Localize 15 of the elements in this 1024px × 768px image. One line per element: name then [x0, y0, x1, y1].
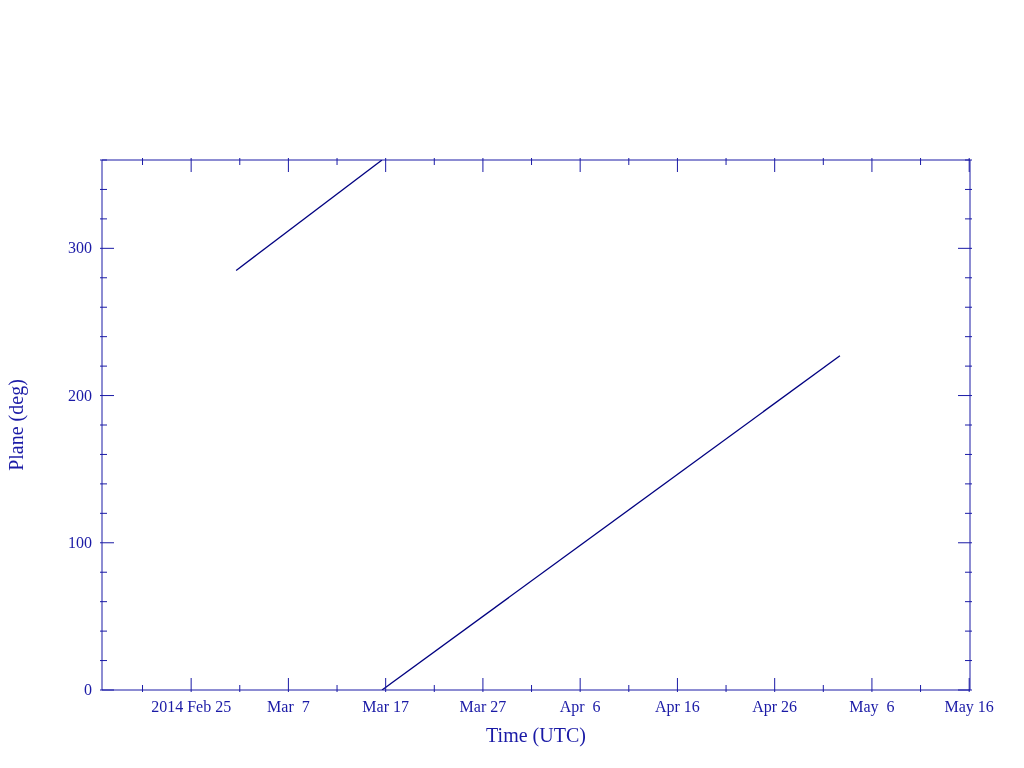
y-axis-title: Plane (deg): [5, 379, 29, 471]
x-tick-label: May 6: [849, 698, 895, 716]
x-tick-label: Apr 26: [752, 698, 798, 716]
x-tick-label: Mar 27: [459, 698, 507, 715]
x-tick-label: May 16: [944, 698, 994, 716]
x-tick-label: Apr 6: [559, 698, 601, 716]
y-tick-label: 200: [68, 386, 92, 404]
y-tick-label: 0: [84, 681, 92, 698]
y-tick-label: 100: [68, 533, 92, 551]
x-tick-label: 2014 Feb 25: [151, 698, 232, 715]
x-tick-label: Mar 17: [362, 698, 409, 715]
x-tick-label: Apr 16: [654, 698, 700, 716]
x-axis-title: Time (UTC): [486, 724, 586, 747]
x-tick-label: Mar 7: [267, 698, 310, 715]
y-tick-label: 300: [68, 239, 92, 257]
